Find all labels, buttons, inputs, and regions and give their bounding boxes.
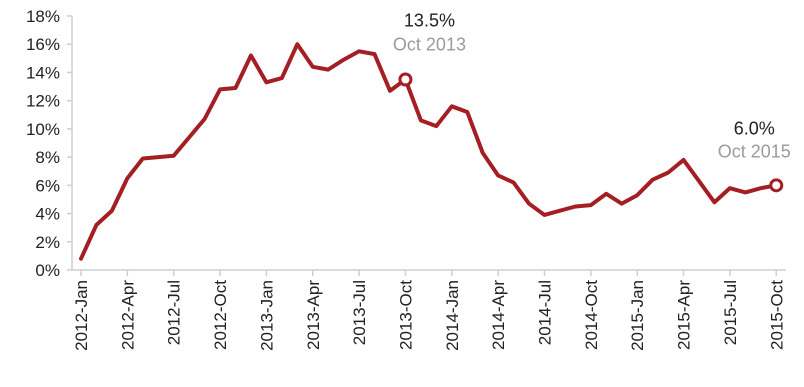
- x-tick-label: 2013-Oct: [396, 280, 415, 350]
- y-tick-label: 4%: [35, 205, 60, 224]
- x-tick-label: 2014-Jan: [443, 280, 462, 351]
- y-tick-label: 0%: [35, 261, 60, 280]
- x-tick-label: 2014-Jul: [536, 280, 555, 345]
- series-line: [79, 42, 779, 261]
- x-tick-label: 2012-Oct: [211, 280, 230, 350]
- x-tick-label: 2013-Apr: [304, 280, 323, 350]
- x-tick-label: 2015-Jan: [628, 280, 647, 351]
- y-tick-label: 18%: [26, 7, 60, 26]
- y-tick-label: 2%: [35, 233, 60, 252]
- x-tick-label: 2015-Oct: [767, 280, 786, 350]
- y-tick-label: 8%: [35, 148, 60, 167]
- annotations: 13.5% Oct 2013 6.0% Oct 2015: [393, 11, 791, 193]
- annotation-value-label: 13.5%: [404, 11, 455, 31]
- y-tick-label: 6%: [35, 176, 60, 195]
- x-axis-ticks: 2012-Jan 2012-Apr 2012-Jul 2012-Oct 2013-Jan…: [72, 270, 786, 351]
- annotation-value-label: 6.0%: [734, 118, 775, 138]
- annotation-date-label: Oct 2013: [393, 35, 466, 55]
- x-tick-label: 2012-Jan: [72, 280, 91, 351]
- y-tick-label: 16%: [26, 35, 60, 54]
- x-tick-label: 2012-Apr: [118, 280, 137, 350]
- annotation-marker: [398, 72, 413, 87]
- x-tick-label: 2015-Apr: [675, 280, 694, 350]
- annotation-date-label: Oct 2015: [718, 141, 791, 161]
- x-tick-label: 2012-Jul: [165, 280, 184, 345]
- annotation-marker: [769, 178, 784, 193]
- x-tick-label: 2013-Jul: [350, 280, 369, 345]
- x-tick-label: 2015-Jul: [721, 280, 740, 345]
- x-tick-label: 2013-Jan: [257, 280, 276, 351]
- x-tick-label: 2014-Apr: [489, 280, 508, 350]
- y-tick-label: 12%: [26, 92, 60, 111]
- y-tick-label: 10%: [26, 120, 60, 139]
- x-tick-label: 2014-Oct: [582, 280, 601, 350]
- y-tick-label: 14%: [26, 63, 60, 82]
- y-axis-ticks: 0% 2% 4% 6% 8% 10% 12% 14% 16% 18%: [26, 7, 72, 280]
